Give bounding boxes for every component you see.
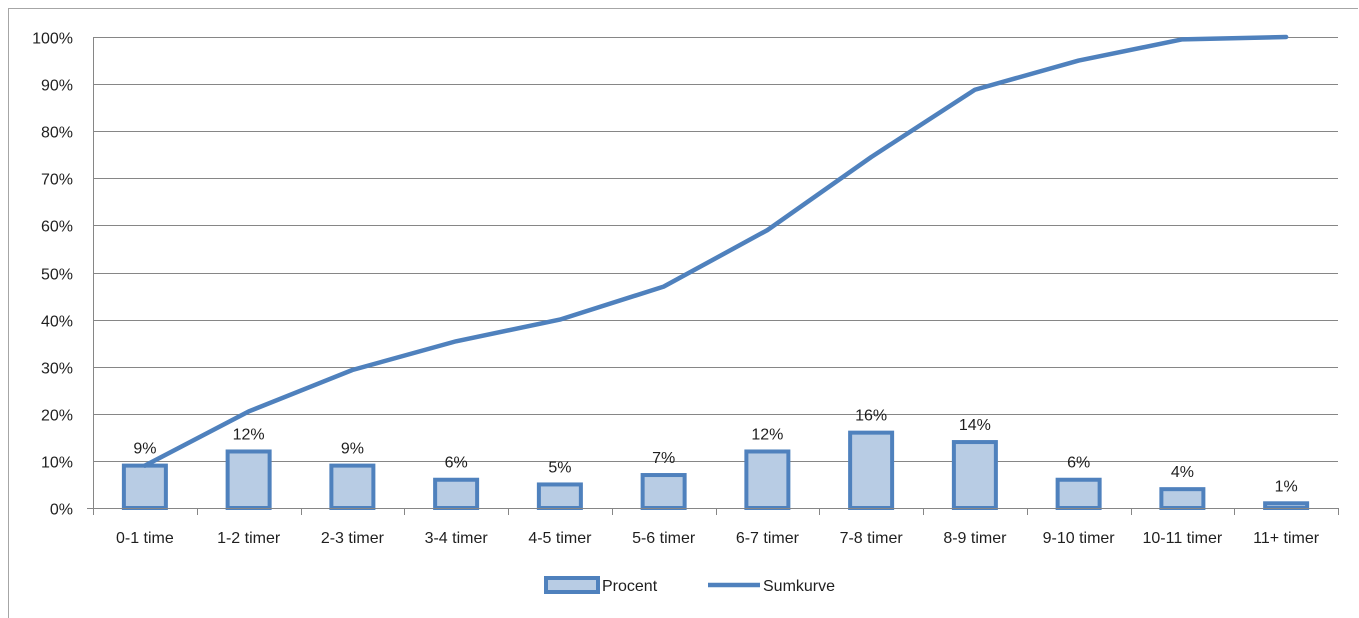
bar [640, 473, 687, 510]
y-tick-label: 40% [41, 314, 73, 331]
y-tick-label: 80% [41, 125, 73, 142]
bar [121, 463, 168, 510]
y-tick-label: 20% [41, 408, 73, 425]
bar-data-label: 6% [1067, 455, 1090, 472]
sumkurve-line [142, 34, 1289, 468]
bar [951, 440, 998, 510]
legend-label-procent: Procent [602, 578, 658, 595]
bar-data-labels: 9% 12% 9% 6% 5% 7% 12% 16% 14% 6% 4% 1% [133, 408, 1297, 496]
y-axis-tick-labels: 0% 10% 20% 30% 40% 50% 60% 70% 80% 90% 100% [32, 31, 73, 519]
bar [744, 449, 791, 511]
bar-data-label: 12% [233, 426, 265, 443]
bar-data-label: 5% [548, 459, 571, 476]
bar [536, 482, 583, 511]
x-tick-label: 4-5 timer [528, 530, 592, 547]
bar-data-label: 9% [341, 441, 364, 458]
bar-data-label: 4% [1171, 464, 1194, 481]
x-tick-label: 0-1 time [116, 530, 174, 547]
x-tick-label: 7-8 timer [840, 530, 904, 547]
x-tick-label: 10-11 timer [1143, 530, 1223, 547]
y-tick-label: 50% [41, 267, 73, 284]
bar [225, 449, 272, 511]
x-tick-label: 1-2 timer [217, 530, 281, 547]
bar-data-label: 16% [855, 408, 887, 425]
axes [87, 37, 1339, 515]
gridlines [93, 37, 1338, 462]
x-tick-label: 11+ timer [1253, 530, 1320, 547]
bar-data-label: 12% [751, 426, 783, 443]
bar-data-label: 1% [1275, 478, 1298, 495]
bar-data-label: 9% [133, 441, 156, 458]
bar [1263, 501, 1310, 511]
bar-data-label: 6% [445, 455, 468, 472]
y-tick-label: 30% [41, 361, 73, 378]
x-tick-label: 2-3 timer [321, 530, 385, 547]
bar-data-label: 7% [652, 450, 675, 467]
bar [433, 477, 480, 510]
bar [1159, 487, 1206, 511]
y-tick-label: 100% [32, 31, 73, 48]
legend-label-sumkurve: Sumkurve [763, 578, 835, 595]
bar-series-procent [121, 430, 1310, 511]
x-tick-label: 6-7 timer [736, 530, 800, 547]
y-tick-label: 0% [50, 502, 73, 519]
x-tick-label: 8-9 timer [943, 530, 1007, 547]
x-tick-label: 5-6 timer [632, 530, 696, 547]
line-series-sumkurve [142, 34, 1289, 468]
y-tick-label: 10% [41, 455, 73, 472]
y-tick-label: 70% [41, 172, 73, 189]
y-tick-label: 90% [41, 78, 73, 95]
bar [329, 463, 376, 510]
x-tick-label: 3-4 timer [425, 530, 489, 547]
x-tick-label: 9-10 timer [1043, 530, 1116, 547]
bar [1055, 477, 1102, 510]
chart-frame [8, 8, 1358, 618]
legend-swatch-procent [544, 576, 600, 594]
bar-data-label: 14% [959, 417, 991, 434]
x-axis-tick-labels: 0-1 time 1-2 timer 2-3 timer 3-4 timer 4-5 t… [116, 530, 1320, 547]
legend: Procent Sumkurve [544, 576, 835, 595]
bar [848, 430, 895, 511]
y-tick-label: 60% [41, 219, 73, 236]
